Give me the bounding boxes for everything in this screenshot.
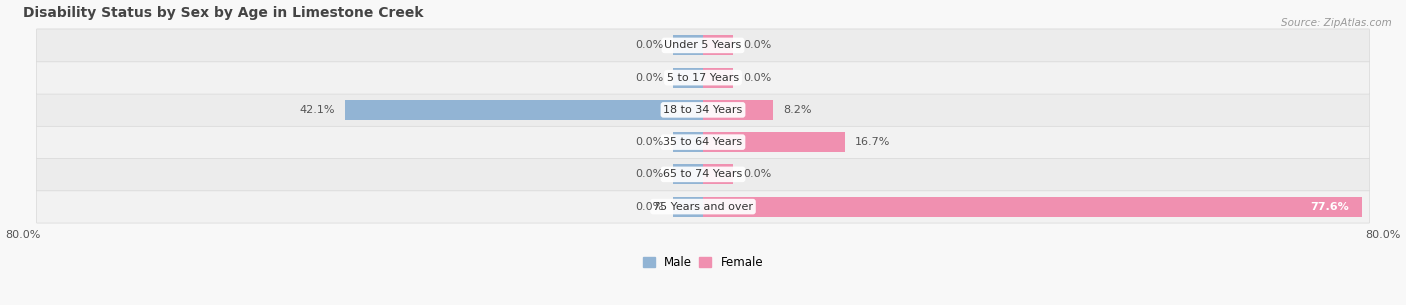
Text: 8.2%: 8.2% [783,105,811,115]
Bar [703,35,733,56]
FancyBboxPatch shape [37,29,1369,62]
Text: 0.0%: 0.0% [636,40,664,50]
Text: 0.0%: 0.0% [636,73,664,83]
Text: 18 to 34 Years: 18 to 34 Years [664,105,742,115]
Text: 77.6%: 77.6% [1310,202,1348,212]
Text: Source: ZipAtlas.com: Source: ZipAtlas.com [1281,18,1392,28]
Text: Under 5 Years: Under 5 Years [665,40,741,50]
Bar [673,197,703,217]
Legend: Male, Female: Male, Female [638,251,768,274]
FancyBboxPatch shape [37,158,1369,191]
FancyBboxPatch shape [37,126,1369,159]
FancyBboxPatch shape [37,93,1369,126]
Bar [703,68,733,88]
Text: 42.1%: 42.1% [299,105,335,115]
Text: 0.0%: 0.0% [636,169,664,179]
Bar [346,100,703,120]
Text: 0.0%: 0.0% [742,40,770,50]
Text: 75 Years and over: 75 Years and over [652,202,754,212]
Bar [673,35,703,56]
Bar [703,197,1362,217]
FancyBboxPatch shape [37,61,1369,94]
Text: 0.0%: 0.0% [742,169,770,179]
Bar [673,132,703,152]
Bar [703,132,845,152]
FancyBboxPatch shape [37,190,1369,223]
Bar [673,164,703,184]
Text: 0.0%: 0.0% [636,202,664,212]
Bar [673,68,703,88]
Text: 35 to 64 Years: 35 to 64 Years [664,137,742,147]
Text: 0.0%: 0.0% [636,137,664,147]
Text: 65 to 74 Years: 65 to 74 Years [664,169,742,179]
Text: 0.0%: 0.0% [742,73,770,83]
Bar [703,164,733,184]
Text: 16.7%: 16.7% [855,137,890,147]
Bar [703,100,773,120]
Text: 5 to 17 Years: 5 to 17 Years [666,73,740,83]
Text: Disability Status by Sex by Age in Limestone Creek: Disability Status by Sex by Age in Limes… [24,5,423,20]
